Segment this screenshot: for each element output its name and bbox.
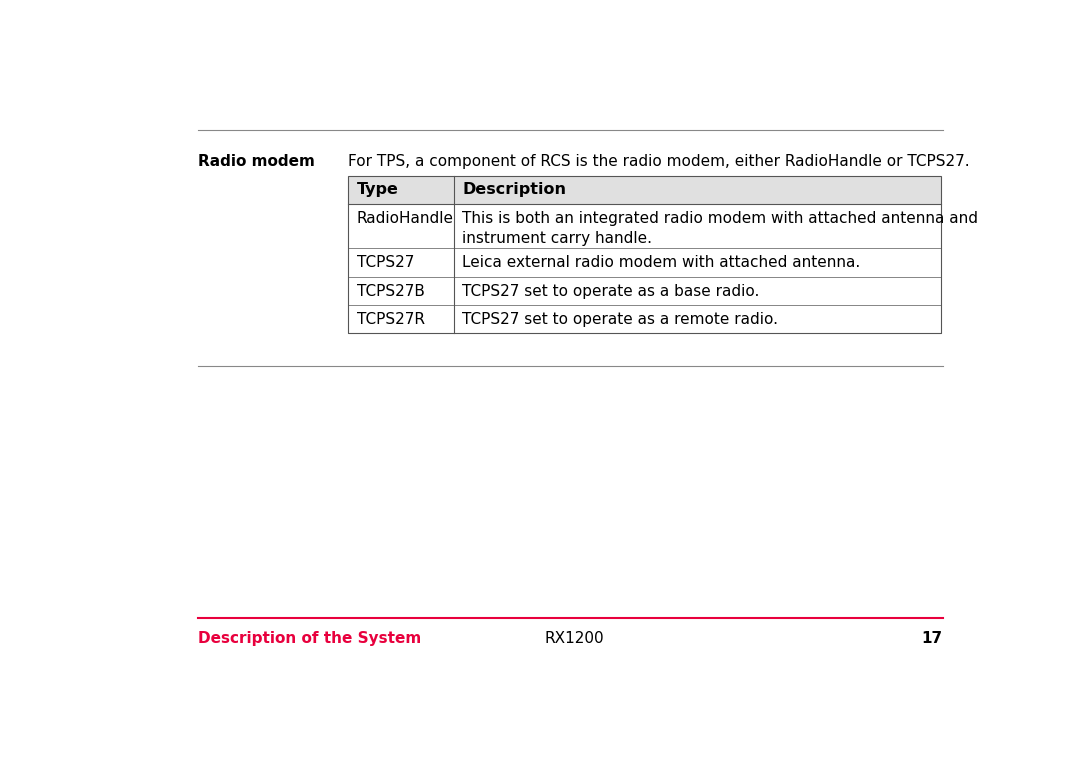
Text: RX1200: RX1200 bbox=[544, 631, 604, 647]
Bar bbox=[349, 175, 941, 204]
Text: TCPS27: TCPS27 bbox=[356, 255, 415, 270]
Text: RadioHandle: RadioHandle bbox=[356, 211, 454, 226]
Text: TCPS27 set to operate as a base radio.: TCPS27 set to operate as a base radio. bbox=[462, 283, 759, 299]
Text: TCPS27R: TCPS27R bbox=[356, 312, 424, 327]
Text: Type: Type bbox=[356, 182, 399, 198]
Text: TCPS27 set to operate as a remote radio.: TCPS27 set to operate as a remote radio. bbox=[462, 312, 779, 327]
Text: This is both an integrated radio modem with attached antenna and
instrument carr: This is both an integrated radio modem w… bbox=[462, 211, 978, 247]
Text: 17: 17 bbox=[921, 631, 943, 647]
Text: Description: Description bbox=[462, 182, 566, 198]
Text: Radio modem: Radio modem bbox=[198, 154, 314, 169]
Text: Leica external radio modem with attached antenna.: Leica external radio modem with attached… bbox=[462, 255, 861, 270]
Text: TCPS27B: TCPS27B bbox=[356, 283, 424, 299]
Text: For TPS, a component of RCS is the radio modem, either RadioHandle or TCPS27.: For TPS, a component of RCS is the radio… bbox=[349, 154, 970, 169]
Bar bbox=[349, 175, 941, 333]
Text: Description of the System: Description of the System bbox=[198, 631, 421, 647]
